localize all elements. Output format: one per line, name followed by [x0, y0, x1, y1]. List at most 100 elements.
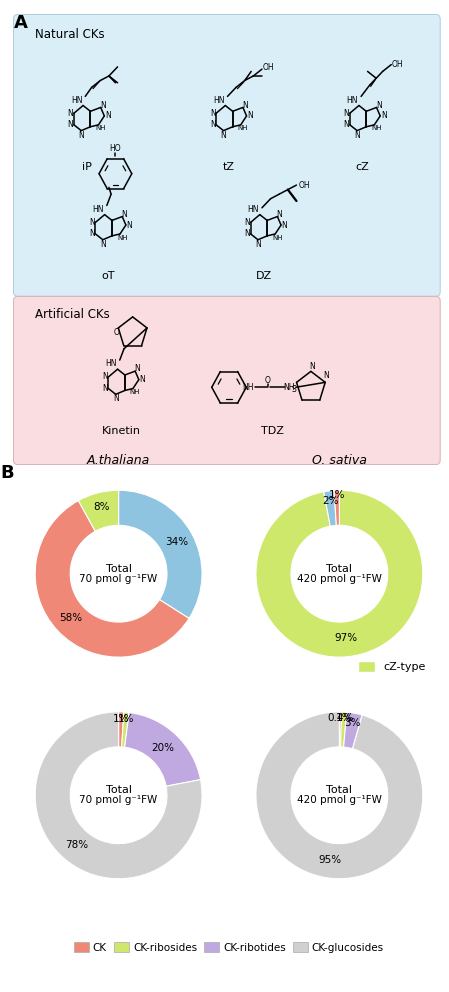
Text: Total: Total — [106, 786, 132, 796]
Text: NH: NH — [242, 383, 254, 392]
Text: HN: HN — [71, 95, 82, 104]
Text: Kinetin: Kinetin — [102, 426, 141, 435]
Wedge shape — [334, 490, 339, 526]
Text: 3%: 3% — [344, 718, 361, 728]
Text: OH: OH — [299, 181, 310, 189]
Wedge shape — [125, 712, 201, 787]
Text: 20%: 20% — [152, 743, 175, 753]
Text: B: B — [0, 464, 14, 482]
Wedge shape — [339, 712, 342, 747]
Wedge shape — [256, 490, 423, 657]
Title: O. sativa: O. sativa — [312, 454, 367, 467]
Text: iP: iP — [82, 163, 92, 173]
Text: N: N — [343, 120, 349, 129]
Text: N: N — [89, 218, 95, 227]
Text: 78%: 78% — [66, 840, 89, 850]
Wedge shape — [122, 712, 129, 747]
Text: A: A — [13, 15, 27, 33]
Text: 70 pmol g⁻¹FW: 70 pmol g⁻¹FW — [79, 796, 158, 806]
Text: oT: oT — [101, 272, 115, 282]
Wedge shape — [256, 712, 423, 879]
Text: N: N — [282, 220, 287, 229]
Text: N: N — [323, 371, 329, 380]
Wedge shape — [35, 712, 202, 879]
Text: Total: Total — [326, 786, 352, 796]
Text: N: N — [127, 220, 132, 229]
Text: cZ: cZ — [356, 163, 370, 173]
Text: N: N — [102, 384, 108, 393]
Text: 0.4%: 0.4% — [327, 712, 353, 723]
Text: 1%: 1% — [329, 490, 345, 500]
Text: 420 pmol g⁻¹FW: 420 pmol g⁻¹FW — [297, 796, 382, 806]
Text: N: N — [343, 109, 349, 118]
FancyBboxPatch shape — [13, 297, 440, 464]
Text: Natural CKs: Natural CKs — [35, 28, 105, 41]
Text: NH: NH — [272, 234, 282, 241]
Text: TDZ: TDZ — [261, 426, 283, 435]
Text: 58%: 58% — [60, 613, 83, 623]
Text: N: N — [381, 111, 387, 120]
Wedge shape — [35, 501, 189, 657]
Text: N: N — [255, 240, 261, 249]
Text: NH: NH — [130, 389, 141, 395]
Title: A.thaliana: A.thaliana — [87, 454, 150, 467]
Wedge shape — [79, 490, 119, 532]
Text: N: N — [102, 372, 108, 382]
Text: N: N — [134, 364, 140, 373]
Text: N: N — [247, 111, 253, 120]
Text: N: N — [113, 395, 119, 404]
Wedge shape — [324, 490, 336, 526]
Text: S: S — [291, 385, 296, 394]
Text: N: N — [79, 131, 84, 140]
Text: 1%: 1% — [118, 714, 134, 724]
Text: N: N — [210, 109, 216, 118]
Text: tZ: tZ — [223, 163, 235, 173]
Text: NH: NH — [284, 383, 295, 392]
Text: Total: Total — [326, 563, 352, 573]
Text: N: N — [105, 111, 110, 120]
Text: N: N — [68, 109, 73, 118]
Text: N: N — [242, 100, 248, 110]
Text: NH: NH — [238, 125, 248, 132]
Legend: CK, CK-ribosides, CK-ribotides, CK-glucosides: CK, CK-ribosides, CK-ribotides, CK-gluco… — [70, 937, 388, 956]
Text: NH: NH — [117, 234, 128, 241]
Wedge shape — [119, 712, 124, 747]
Text: HN: HN — [92, 204, 104, 213]
Text: O: O — [265, 376, 271, 385]
Text: N: N — [376, 100, 382, 110]
Text: N: N — [244, 229, 250, 238]
Text: 34%: 34% — [166, 537, 189, 547]
Wedge shape — [341, 712, 347, 747]
Text: N: N — [139, 375, 145, 384]
Text: 97%: 97% — [334, 634, 357, 644]
Text: N: N — [244, 218, 250, 227]
Text: N: N — [220, 131, 226, 140]
Text: OH: OH — [263, 63, 274, 72]
Text: HN: HN — [247, 204, 259, 213]
Text: N: N — [277, 209, 282, 219]
Text: N: N — [89, 229, 95, 238]
Text: 420 pmol g⁻¹FW: 420 pmol g⁻¹FW — [297, 573, 382, 583]
Text: DZ: DZ — [255, 272, 272, 282]
Text: N: N — [210, 120, 216, 129]
Text: 1%: 1% — [113, 713, 129, 723]
Text: N: N — [100, 100, 106, 110]
Text: Total: Total — [106, 563, 132, 573]
Text: NH: NH — [371, 125, 382, 132]
Text: 8%: 8% — [93, 502, 110, 513]
Text: 95%: 95% — [319, 855, 342, 865]
Text: N: N — [68, 120, 73, 129]
Text: NH: NH — [95, 125, 106, 132]
Text: HN: HN — [106, 359, 117, 368]
Wedge shape — [343, 712, 362, 749]
Text: N: N — [354, 131, 360, 140]
Text: OH: OH — [392, 61, 404, 69]
FancyBboxPatch shape — [13, 15, 440, 297]
Text: N: N — [122, 209, 127, 219]
Text: HN: HN — [213, 95, 224, 104]
Text: HO: HO — [110, 144, 121, 153]
Text: N: N — [100, 240, 106, 249]
Text: 1%: 1% — [335, 713, 352, 723]
Legend: cZ-type: cZ-type — [353, 657, 430, 677]
Text: 70 pmol g⁻¹FW: 70 pmol g⁻¹FW — [79, 573, 158, 583]
